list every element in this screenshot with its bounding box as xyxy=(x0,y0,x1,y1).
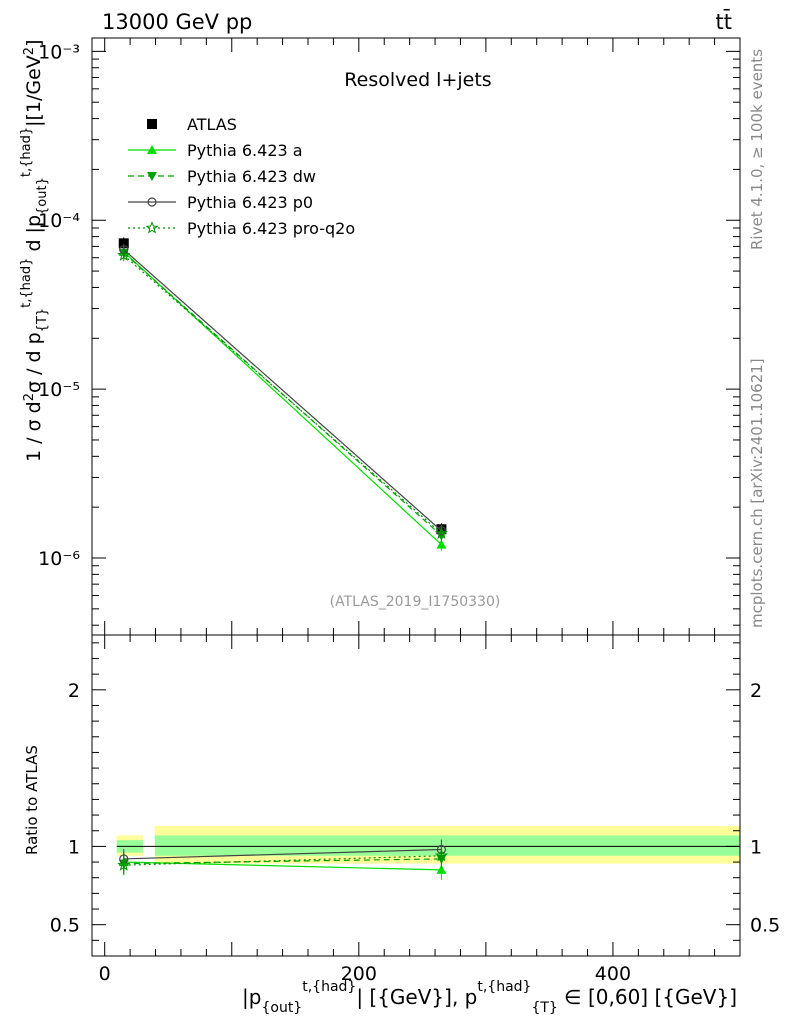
xtick-label: 200 xyxy=(341,963,377,985)
ylabel-sup-2b: 2 xyxy=(22,47,37,55)
ylabel-sub-t: {T} xyxy=(35,308,50,332)
data-point-Pythia 6.423 pro-q2o xyxy=(117,248,131,261)
ylabel-sup-had: t,{had} xyxy=(19,258,34,308)
xlabel-part-a: |p xyxy=(242,985,261,1009)
chart-title: Resolved l+jets xyxy=(344,69,491,91)
xlabel-part-b: | [{GeV}], p xyxy=(356,985,477,1009)
xlabel-sub-out: {out} xyxy=(261,1000,302,1016)
ylabel-sup-2: 2 xyxy=(22,393,37,401)
ratio-panel-frame xyxy=(91,634,741,957)
xtick-label: 400 xyxy=(595,963,631,985)
main-ytick-label: 10⁻⁵ xyxy=(38,379,80,401)
series-line-Pythia 6.423 p0 xyxy=(123,249,442,532)
main-ytick-label: 10⁻⁴ xyxy=(38,210,80,232)
mcplots-label: mcplots.cern.ch [arXiv:2401.10621] xyxy=(748,358,766,628)
ratio-ytick-label-right: 2 xyxy=(750,680,762,702)
data-point-Pythia 6.423 a xyxy=(436,539,447,549)
ratio-ytick-label-right: 0.5 xyxy=(750,915,780,937)
ratio-ytick-label-left: 2 xyxy=(68,680,80,702)
legend-marker xyxy=(147,119,157,129)
ylabel-part-a: 1 / σ d xyxy=(23,401,45,462)
legend-marker xyxy=(147,145,157,154)
rivet-label: Rivet 4.1.0, ≥ 100k events xyxy=(748,49,766,250)
legend-label: Pythia 6.423 pro-q2o xyxy=(187,219,355,238)
xlabel-sup-had2: t,{had} xyxy=(477,979,531,995)
legend-marker xyxy=(145,221,159,234)
xtick-label: 0 xyxy=(99,963,111,985)
ratio-point-Pythia 6.423 pro-q2o xyxy=(434,848,448,862)
ratio-ytick-label-left: 1 xyxy=(68,836,80,858)
ylabel-part-c: d |p xyxy=(23,215,45,258)
main-y-axis-label: 1 / σ d2σ / d p{T}t,{had} d |p{out}t,{ha… xyxy=(19,39,50,462)
xlabel-sub-t: {T} xyxy=(531,1000,557,1016)
legend-marker xyxy=(147,172,157,181)
main-axis-ticks: 10⁻⁶ 10⁻⁵ 10⁻⁴ 10⁻³ xyxy=(38,38,741,635)
main-ytick-label: 10⁻⁶ xyxy=(38,548,80,570)
xlabel-part-c: ∈ [0,60] [{GeV}] xyxy=(558,985,737,1009)
main-ytick-label: 10⁻³ xyxy=(38,41,80,63)
data-point-Pythia 6.423 pro-q2o xyxy=(434,526,448,539)
main-series-group xyxy=(117,237,448,551)
ylabel-sup-had2: t,{had} xyxy=(19,127,34,177)
data-point-ATLAS xyxy=(118,238,129,249)
x-axis-label: |p{out}t,{had}| [{GeV}], pt,{had}{T} ∈ [… xyxy=(242,979,737,1016)
legend-label: Pythia 6.423 p0 xyxy=(187,193,313,212)
ratio-axis-ticks: 0.5 0.5 1 1 2 2 0 200 400 xyxy=(50,635,780,985)
ylabel-part-e: ] xyxy=(23,39,45,46)
legend-label: Pythia 6.423 dw xyxy=(187,167,316,186)
ylabel-sub-out: {out} xyxy=(35,177,50,215)
legend-label: Pythia 6.423 a xyxy=(187,141,303,160)
ratio-point-Pythia 6.423 pro-q2o xyxy=(117,858,131,871)
ratio-y-axis-label: Ratio to ATLAS xyxy=(23,745,41,855)
ratio-line-Pythia 6.423 dw xyxy=(123,858,442,865)
ylabel-part-d: |[1/GeV xyxy=(23,55,45,127)
ratio-ytick-label-left: 0.5 xyxy=(50,915,80,937)
legend-marker xyxy=(147,197,157,207)
ratio-band-stat xyxy=(154,835,740,856)
analysis-id-label: (ATLAS_2019_I1750330) xyxy=(330,594,501,610)
ratio-ytick-label-right: 1 xyxy=(750,836,762,858)
legend-label: ATLAS xyxy=(187,115,237,134)
legend: ATLAS Pythia 6.423 a Pythia 6.423 dw Pythia… xyxy=(128,115,355,238)
xlabel-sup-had: t,{had} xyxy=(302,979,356,995)
ratio-point-Pythia 6.423 a xyxy=(436,864,447,874)
ylabel-part-b: σ / d p xyxy=(23,332,45,393)
energy-label: 13000 GeV pp xyxy=(102,10,252,34)
ratio-bands xyxy=(116,826,740,864)
series-line-Pythia 6.423 pro-q2o xyxy=(123,254,442,534)
ratio-line-Pythia 6.423 p0 xyxy=(123,848,442,860)
process-label: tt̄ xyxy=(716,9,732,34)
ratio-series-group xyxy=(117,839,448,880)
